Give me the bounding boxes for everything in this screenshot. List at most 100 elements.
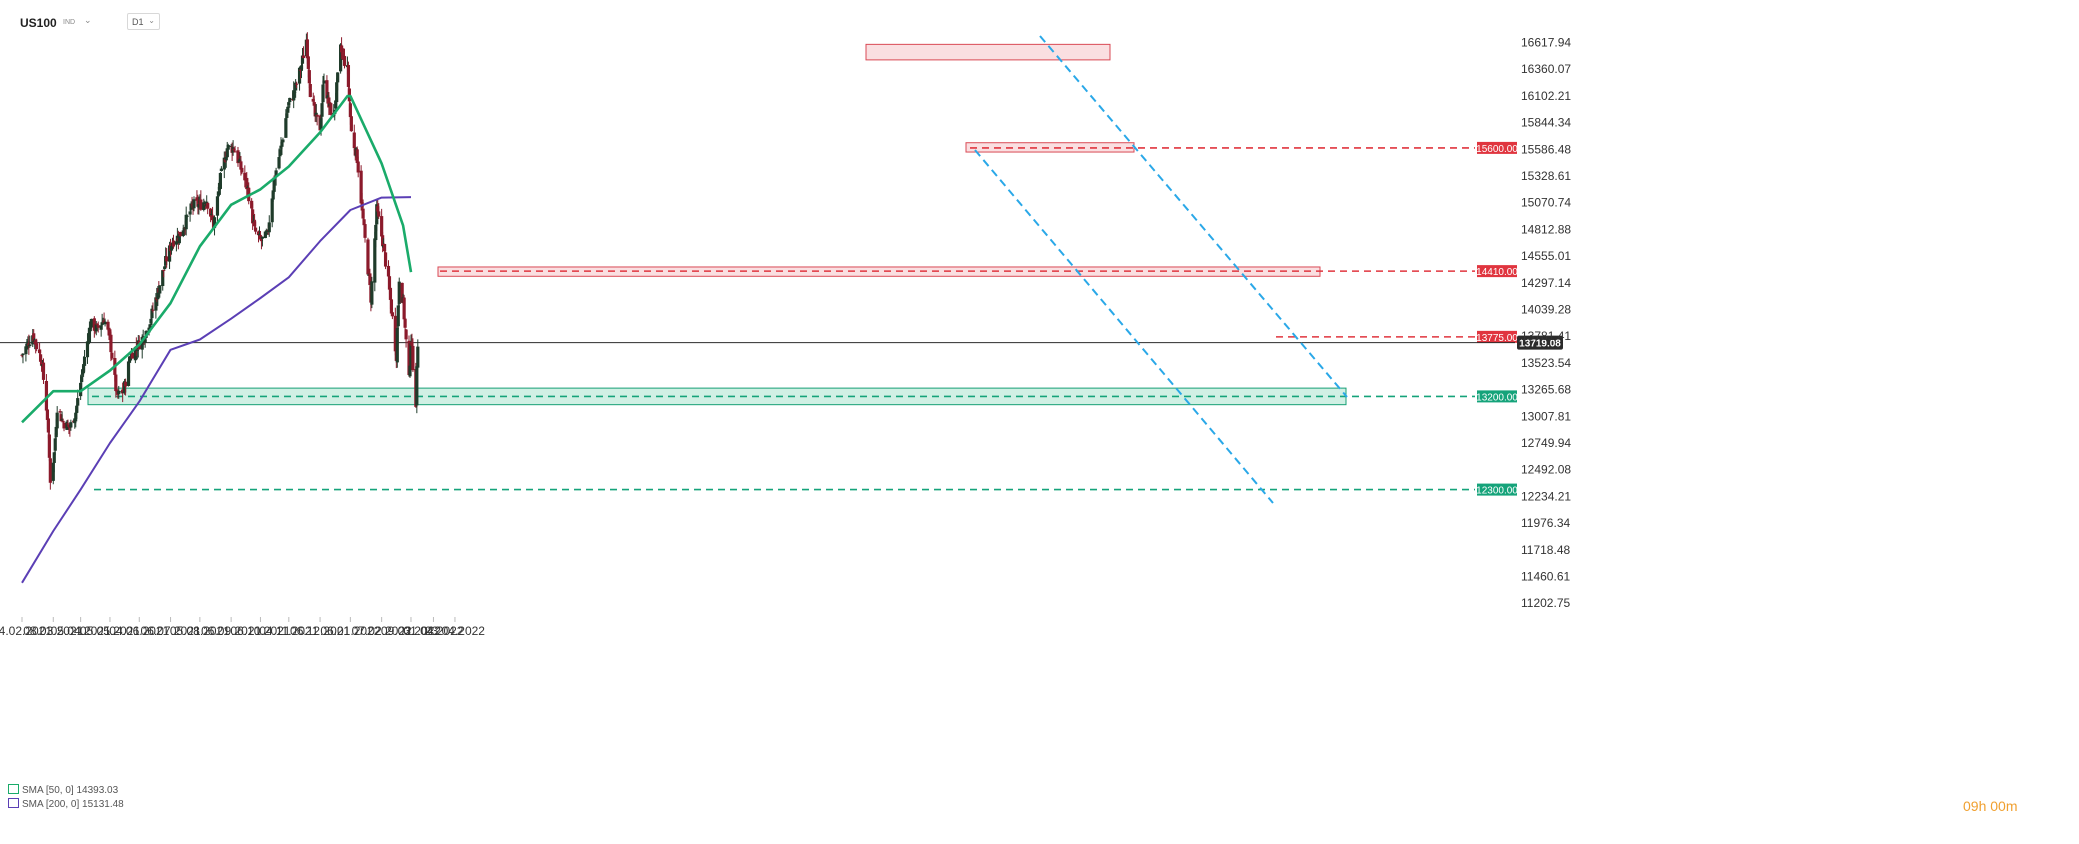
candle-body-1 [21,353,25,356]
candle-body-175 [259,239,264,241]
candle-body-161 [240,167,244,173]
candle-body-46 [82,356,87,366]
candle-body-220 [321,84,325,103]
timeframe-selector[interactable]: D1 ⌄ [127,13,160,30]
candle-body-99 [156,287,160,300]
level-badge-4 [1477,483,1517,496]
price-tick-18: 11976.34 [1521,516,1570,530]
candle-21 [48,451,52,490]
zone-0 [865,43,1111,61]
price-tick-8: 14555.01 [1521,249,1571,263]
candle-body-106 [165,256,169,262]
candle-body-212 [311,98,315,102]
candle-117 [181,224,185,238]
price-tick-13: 13265.68 [1521,383,1571,397]
current-price-label: 13719.08 [1519,339,1561,350]
candle-246 [356,156,360,178]
candle-body-22 [51,462,55,481]
candle-121 [185,214,189,220]
candle-195 [287,101,291,111]
time-tick-12: 07.02.2022 [352,624,412,638]
candle-137 [209,207,213,223]
candle-181 [267,215,271,237]
candle-177 [263,230,267,239]
candle-body-285 [410,342,414,346]
candle-251 [363,219,367,243]
candle-198 [292,81,296,109]
candle-body-157 [236,150,240,164]
time-tick-8: 06.10.2021 [230,624,290,638]
candle-40 [75,404,79,422]
candle-body-49 [87,327,92,343]
price-tick-10: 14039.28 [1521,302,1571,316]
level-badge-label-2: 13775.00 [1476,333,1518,344]
candle-body-276 [397,281,401,304]
countdown-minutes-unit: m [2005,798,2018,814]
candle-26 [55,406,59,435]
candle-body-5 [27,343,31,346]
candle-body-250 [362,219,366,226]
candle-body-156 [233,151,237,153]
price-tick-1: 16360.07 [1521,62,1571,76]
candle-body-234 [340,53,345,55]
candle-body-261 [377,211,381,217]
candle-body-245 [355,149,359,163]
channel-layer [974,35,1348,504]
candle-body-200 [294,82,298,91]
candle-body-280 [403,318,407,328]
candle-body-167 [250,200,254,209]
candle-body-213 [312,102,316,106]
candle-body-196 [288,97,292,103]
legend-sma200[interactable]: SMA [200, 0] 15131.48 [8,798,124,810]
candle-body-19 [46,418,50,433]
candle-body-78 [127,360,132,363]
level-badge-label-4: 12300.00 [1476,486,1518,497]
candle-body-235 [341,55,346,57]
candle-body-256 [370,281,374,305]
candle-body-77 [126,361,131,386]
price-tick-21: 11202.75 [1521,596,1570,610]
candle-216 [315,114,319,126]
candle-body-211 [308,83,312,98]
candle-body-177 [263,231,267,239]
candle-19 [46,411,50,439]
candle-145 [218,172,222,195]
price-tick-7: 14812.88 [1521,222,1571,236]
candle-236 [342,48,347,69]
symbol-name[interactable]: US100 [20,16,57,30]
candle-body-118 [182,227,186,231]
candle-6 [28,335,32,348]
candle-body-251 [363,224,367,238]
candle-body-126 [192,199,196,209]
candle-184 [272,177,276,194]
candle-body-57 [99,325,103,330]
price-tick-0: 16617.94 [1521,36,1571,50]
candle-29 [60,411,64,422]
candle-body-120 [184,214,188,230]
candle-body-10 [34,340,38,345]
candle-body-172 [256,231,261,236]
time-tick-15: 23.04.2022 [425,624,485,638]
candle-body-97 [154,297,158,311]
candle-body-178 [264,233,268,235]
candle-body-93 [148,324,152,329]
symbol-dropdown-icon[interactable]: ⌄ [84,15,92,25]
candle-76 [123,378,128,396]
candle-168 [251,203,255,230]
candle-body-289 [416,346,420,368]
candle-body-222 [325,80,329,99]
candle-body-151 [226,145,230,150]
time-tick-10: 06.12.2021 [290,624,350,638]
legend-sma50[interactable]: SMA [50, 0] 14393.03 [8,784,118,796]
price-tick-5: 15328.61 [1521,169,1571,183]
candle-body-288 [415,366,419,406]
candle-46 [82,349,87,374]
candle-252 [366,237,370,275]
candle-body-142 [215,196,220,216]
candle-body-39 [74,412,78,419]
candle-174 [258,230,263,242]
candle-36 [69,419,73,431]
candle-body-168 [251,209,255,224]
levels-layer: 15600.00 14410.00 13775.00 13200.00 12300.00… [0,141,1563,497]
